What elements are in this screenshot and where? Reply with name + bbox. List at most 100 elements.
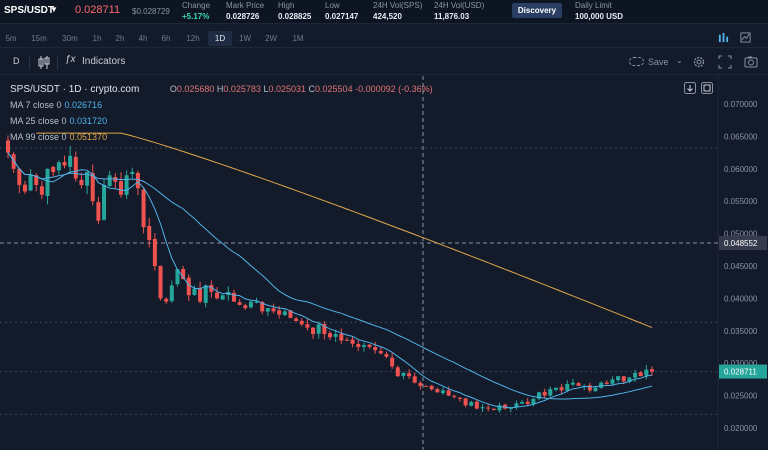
timeframe-12h[interactable]: 12h — [186, 34, 200, 43]
indicators-button[interactable]: Indicators — [82, 56, 126, 67]
price-tick-label: 0.055000 — [724, 197, 758, 206]
candle-body — [231, 292, 236, 302]
divider — [29, 55, 30, 70]
candle-body — [22, 184, 27, 192]
candle-body — [616, 376, 621, 381]
chevron-down-icon[interactable]: ⌄ — [676, 56, 683, 65]
candle-body — [90, 173, 95, 202]
candle-body — [469, 402, 474, 406]
price-tick-label: 0.025000 — [724, 392, 758, 401]
legend-ohlc: O0.025680 H0.025783 L0.025031 C0.025504 … — [169, 84, 433, 94]
price-tick-label: 0.030000 — [724, 359, 758, 368]
candle-body — [593, 387, 598, 392]
chart-canvas[interactable]: 0.070000 0.065000 0.060000 0.055000 0.050000… — [0, 76, 768, 450]
candle-body — [644, 369, 649, 376]
candle-body — [260, 301, 265, 312]
ohlc-high: 0.025783 — [223, 84, 261, 94]
price-tick-label: 0.045000 — [724, 262, 758, 271]
candle-body — [407, 373, 412, 377]
candle-body — [96, 202, 101, 221]
candlestick-icon[interactable] — [37, 55, 51, 70]
candle-body — [118, 181, 123, 195]
timeframe-15m[interactable]: 15m — [31, 34, 47, 43]
candle-body — [621, 376, 626, 382]
candle-body — [299, 320, 304, 325]
candle-body — [192, 288, 197, 295]
candle-body — [175, 269, 180, 285]
discovery-button[interactable]: Discovery — [512, 3, 562, 18]
candle-body — [576, 383, 581, 386]
candle-body — [378, 350, 383, 354]
candle-body — [339, 333, 344, 341]
refresh-icon[interactable] — [701, 82, 713, 94]
timeframe-4h[interactable]: 4h — [138, 34, 148, 43]
price-tick-label: 0.035000 — [724, 327, 758, 336]
stat-value: 0.028726 — [226, 12, 260, 21]
ohlc-open: 0.025680 — [176, 84, 215, 94]
timeframe-1m[interactable]: 1M — [292, 34, 304, 43]
ohlc-change: -0.000092 (-0.36%) — [355, 84, 433, 94]
fullscreen-icon[interactable] — [718, 55, 732, 69]
price-tick-label: 0.020000 — [724, 424, 758, 433]
camera-icon[interactable] — [744, 55, 758, 69]
candle-body — [610, 379, 615, 384]
candle-body — [39, 186, 44, 195]
candle-body — [384, 354, 389, 357]
caret-down-icon[interactable]: ▼ — [50, 5, 58, 14]
candle-body — [237, 302, 242, 305]
cloud-icon[interactable] — [629, 57, 644, 66]
price-chart[interactable]: 0.070000 0.065000 0.060000 0.055000 0.050000… — [0, 76, 768, 450]
candle-body — [638, 372, 643, 377]
candle-body — [147, 225, 152, 241]
timeframe-30m[interactable]: 30m — [62, 34, 78, 43]
gear-icon[interactable] — [692, 55, 706, 69]
candle-body — [565, 383, 570, 391]
candle-body — [328, 333, 332, 338]
ma25-line — [7, 152, 653, 400]
candle-body — [186, 277, 191, 296]
candle-body — [401, 372, 406, 376]
ohlc-close: 0.025504 — [315, 84, 353, 94]
crosshair-price-tag — [719, 235, 767, 250]
timeframe-1w[interactable]: 1W — [239, 34, 251, 43]
last-price-label: 0.028711 — [724, 368, 757, 377]
timeframe-6h[interactable]: 6h — [161, 34, 171, 43]
timeframe-1d[interactable]: 1D — [208, 31, 232, 46]
candle-body — [311, 327, 316, 335]
candle-body — [220, 295, 225, 300]
candle-body — [62, 162, 67, 166]
candle-body — [446, 390, 451, 396]
timeframe-2h[interactable]: 2h — [115, 34, 125, 43]
function-icon[interactable]: ƒx — [65, 54, 76, 65]
stat-label: 24H Vol(SPS) — [373, 1, 423, 10]
candle-body — [294, 318, 299, 322]
candle-body — [457, 397, 462, 399]
stat-vol-usd: 24H Vol(USD) 11,876.03 — [434, 0, 484, 22]
depth-chart-icon[interactable] — [740, 32, 751, 43]
timeframe-5m[interactable]: 5m — [5, 34, 17, 43]
stat-mark-price: Mark Price 0.028726 — [226, 0, 264, 22]
stat-value: 0.027147 — [325, 12, 359, 21]
candle-body — [265, 308, 270, 312]
timeframe-2w[interactable]: 2W — [265, 34, 277, 43]
stat-value: 424,520 — [373, 12, 402, 21]
price-tick-label: 0.040000 — [724, 294, 758, 303]
candle-body — [181, 268, 186, 279]
candle-body — [107, 175, 112, 187]
timeframe-bar: 5m 15m 30m 1h 2h 4h 6h 12h 1D 1W 2W 1M — [0, 28, 768, 48]
ma99-value: 0.051370 — [69, 132, 108, 142]
candle-body — [627, 377, 632, 383]
arrow-down-icon[interactable] — [684, 82, 696, 94]
legend-ma-99: MA 99 close 0 0.051370 — [10, 132, 108, 142]
save-button[interactable]: Save — [648, 57, 669, 67]
candle-body — [322, 323, 327, 335]
timeframe-1h[interactable]: 1h — [92, 34, 102, 43]
candle-body — [79, 179, 84, 185]
stat-low: Low 0.027147 — [325, 0, 358, 22]
pair-selector[interactable]: SPS/USDT — [4, 5, 55, 16]
candle-body — [316, 324, 321, 334]
bar-chart-icon[interactable] — [718, 32, 729, 43]
price-tick-label: 0.050000 — [724, 230, 758, 239]
interval-button[interactable]: D — [13, 56, 20, 66]
candle-body — [305, 324, 310, 328]
